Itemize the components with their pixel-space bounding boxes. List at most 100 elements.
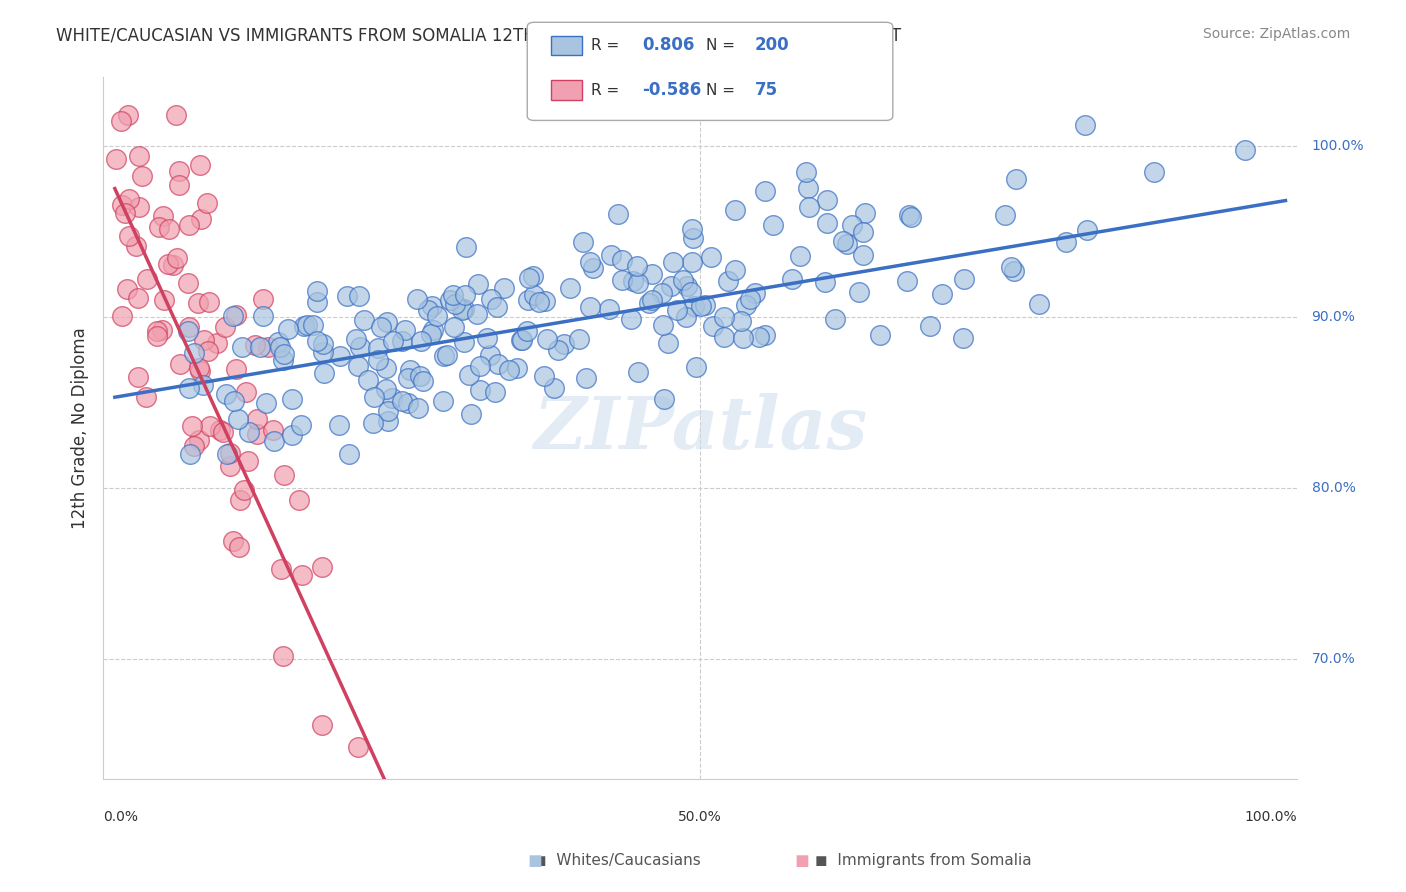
Point bbox=[1000, 260, 1022, 274]
Point bbox=[682, 299, 704, 313]
Point bbox=[498, 362, 520, 376]
Point bbox=[193, 334, 215, 348]
Point bbox=[700, 250, 723, 264]
Point bbox=[229, 493, 252, 508]
Point bbox=[179, 447, 201, 461]
Text: 200: 200 bbox=[755, 37, 790, 54]
Point bbox=[672, 272, 695, 286]
Point bbox=[228, 540, 250, 554]
Point bbox=[657, 335, 679, 350]
Point bbox=[754, 184, 776, 198]
Point bbox=[439, 293, 461, 307]
Point bbox=[638, 295, 661, 310]
Point bbox=[738, 292, 761, 306]
Point bbox=[152, 323, 174, 337]
Point bbox=[1143, 165, 1166, 179]
Point bbox=[468, 383, 491, 397]
Point bbox=[118, 228, 141, 243]
Point bbox=[522, 268, 544, 283]
Point bbox=[814, 276, 837, 290]
Point bbox=[370, 319, 392, 334]
Point bbox=[517, 271, 540, 285]
Text: Source: ZipAtlas.com: Source: ZipAtlas.com bbox=[1202, 27, 1350, 41]
Text: -0.586: -0.586 bbox=[643, 81, 702, 99]
Point bbox=[222, 533, 245, 548]
Point bbox=[841, 218, 863, 232]
Point bbox=[422, 323, 444, 337]
Point bbox=[382, 334, 405, 348]
Point bbox=[492, 281, 515, 295]
Point bbox=[257, 340, 280, 354]
Point bbox=[110, 113, 132, 128]
Point bbox=[835, 237, 858, 252]
Point bbox=[311, 717, 333, 731]
Point bbox=[307, 295, 329, 310]
Point bbox=[598, 302, 620, 317]
Point bbox=[762, 218, 785, 232]
Point bbox=[346, 359, 368, 373]
Point bbox=[353, 313, 375, 327]
Point bbox=[169, 357, 191, 371]
Point bbox=[952, 272, 974, 286]
Point bbox=[454, 239, 477, 253]
Point bbox=[406, 401, 429, 415]
Point bbox=[681, 255, 703, 269]
Text: 90.0%: 90.0% bbox=[1312, 310, 1355, 324]
Point bbox=[533, 369, 555, 384]
Point bbox=[394, 322, 416, 336]
Point bbox=[717, 274, 740, 288]
Point bbox=[209, 423, 232, 437]
Point bbox=[426, 309, 449, 323]
Point bbox=[231, 340, 253, 354]
Point bbox=[312, 337, 335, 351]
Point bbox=[458, 368, 481, 382]
Point bbox=[197, 344, 219, 359]
Point bbox=[111, 309, 134, 323]
Point bbox=[547, 343, 569, 358]
Point bbox=[235, 384, 257, 399]
Point bbox=[665, 303, 688, 318]
Point bbox=[620, 312, 643, 326]
Point bbox=[627, 365, 650, 379]
Point bbox=[195, 195, 218, 210]
Point bbox=[271, 353, 294, 368]
Point bbox=[724, 263, 747, 277]
Point bbox=[713, 330, 735, 344]
Point bbox=[177, 381, 200, 395]
Point bbox=[219, 445, 242, 459]
Point bbox=[128, 200, 150, 214]
Point bbox=[347, 289, 370, 303]
Point bbox=[290, 417, 312, 432]
Point bbox=[735, 298, 758, 312]
Point bbox=[1002, 264, 1025, 278]
Point bbox=[367, 341, 389, 355]
Text: ◼: ◼ bbox=[794, 852, 810, 870]
Point bbox=[273, 649, 295, 664]
Y-axis label: 12th Grade, No Diploma: 12th Grade, No Diploma bbox=[72, 327, 89, 529]
Point bbox=[420, 299, 443, 313]
Point bbox=[125, 239, 148, 253]
Point bbox=[281, 428, 304, 442]
Point bbox=[543, 381, 565, 395]
Point bbox=[118, 192, 141, 206]
Point bbox=[180, 418, 202, 433]
Point bbox=[568, 332, 591, 346]
Text: 0.806: 0.806 bbox=[643, 37, 695, 54]
Point bbox=[681, 221, 703, 235]
Point bbox=[896, 273, 918, 287]
Point bbox=[391, 394, 413, 409]
Point bbox=[236, 454, 259, 468]
Point bbox=[516, 324, 538, 338]
Point bbox=[612, 273, 634, 287]
Point bbox=[344, 333, 367, 347]
Text: N =: N = bbox=[706, 83, 735, 97]
Point bbox=[288, 493, 311, 508]
Point bbox=[796, 181, 818, 195]
Text: ◼: ◼ bbox=[527, 852, 543, 870]
Point bbox=[724, 202, 747, 217]
Point bbox=[560, 280, 582, 294]
Point bbox=[731, 330, 754, 344]
Point bbox=[329, 349, 352, 363]
Point bbox=[454, 287, 477, 301]
Point bbox=[198, 419, 221, 434]
